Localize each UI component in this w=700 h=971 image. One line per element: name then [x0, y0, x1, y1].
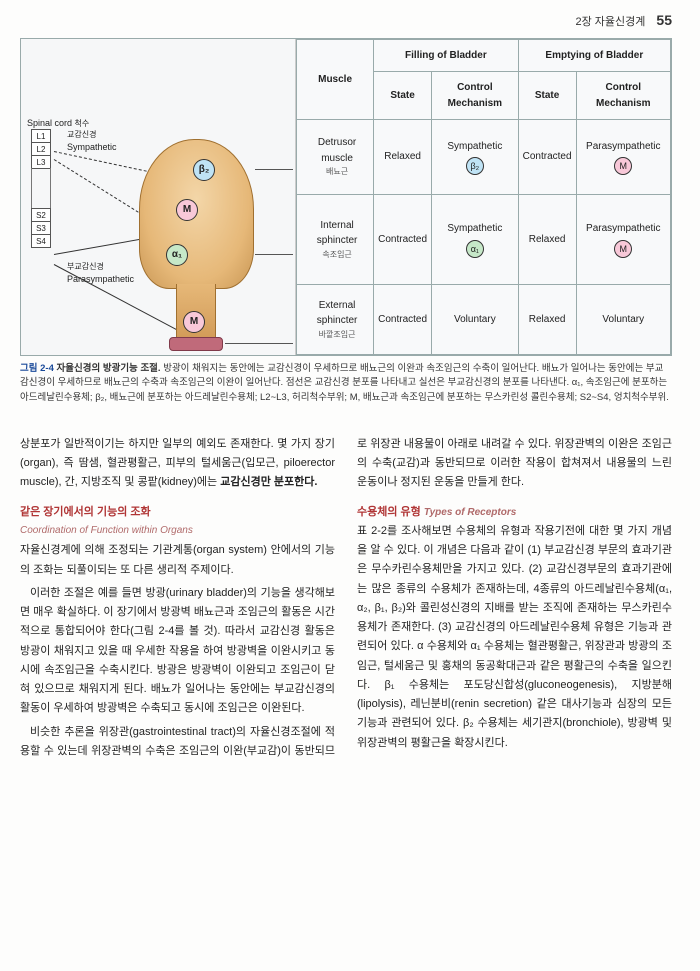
para-3: 이러한 조절은 예를 들면 방광(urinary bladder)의 기능을 생… [20, 584, 335, 719]
caption-title: 자율신경의 방광기능 조절. [57, 363, 161, 374]
segment-s3: S3 [31, 221, 51, 235]
segment-l3: L3 [31, 155, 51, 169]
empty-state: Relaxed [518, 195, 576, 285]
empty-ctrl: ParasympatheticM [576, 195, 670, 285]
filling-header: Filling of Bladder [374, 39, 519, 72]
fill-ctrl: Sympatheticβ₂ [432, 120, 519, 195]
bladder-table: Muscle Filling of Bladder Emptying of Bl… [296, 39, 671, 356]
table-row: External sphincter바깥조임근ContractedVolunta… [297, 285, 671, 355]
empty-ctrl: Voluntary [576, 285, 670, 355]
figure-number: 그림 2-4 [20, 363, 54, 374]
segment-l1: L1 [31, 129, 51, 143]
page-number: 55 [656, 12, 672, 28]
muscle-name: Detrusor muscle배뇨근 [297, 120, 374, 195]
page-header: 2장 자율신경계 55 [20, 10, 672, 32]
chapter-label: 2장 자율신경계 [575, 16, 645, 28]
sympathetic-label: 교감신경 Sympathetic [67, 129, 117, 155]
body-text: 상분포가 일반적이기는 하지만 일부의 예외도 존재한다. 몇 가지 장기(or… [20, 435, 672, 761]
segment-s2: S2 [31, 208, 51, 222]
fill-ctrl: Sympatheticα₁ [432, 195, 519, 285]
section-title-coordination-en: Coordination of Function within Organs [20, 522, 335, 540]
empty-state: Relaxed [518, 285, 576, 355]
external-sphincter-shape [169, 337, 223, 351]
fill-state: Contracted [374, 285, 432, 355]
state-header-empty: State [518, 72, 576, 120]
spinal-segments: L1 L2 L3 S2 S3 S4 [31, 129, 59, 247]
table-row: Internal sphincter속조임근ContractedSympathe… [297, 195, 671, 285]
fill-state: Contracted [374, 195, 432, 285]
empty-ctrl: ParasympatheticM [576, 120, 670, 195]
receptor-m-detrusor: M [176, 199, 198, 221]
receptor-m-sphincter: M [183, 311, 205, 333]
parasympathetic-label: 부교감신경 Parasympathetic [67, 261, 134, 287]
muscle-name: Internal sphincter속조임근 [297, 195, 374, 285]
para-1: 상분포가 일반적이기는 하지만 일부의 예외도 존재한다. 몇 가지 장기(or… [20, 435, 335, 493]
para-5: 표 2-2를 조사해보면 수용체의 유형과 작용기전에 대한 몇 가지 개념을 … [357, 522, 672, 753]
figure-caption: 그림 2-4 자율신경의 방광기능 조절. 방광이 채워지는 동안에는 교감신경… [20, 362, 672, 405]
receptor-b2: β₂ [193, 159, 215, 181]
state-header-fill: State [374, 72, 432, 120]
figure-2-4: Spinal cord 척수 L1 L2 L3 S2 S3 S4 교감신경 Sy… [20, 38, 672, 357]
table-row: Detrusor muscle배뇨근RelaxedSympatheticβ₂Co… [297, 120, 671, 195]
empty-state: Contracted [518, 120, 576, 195]
fill-state: Relaxed [374, 120, 432, 195]
segment-s4: S4 [31, 234, 51, 248]
bladder-table-pane: Muscle Filling of Bladder Emptying of Bl… [296, 39, 671, 356]
muscle-header: Muscle [297, 39, 374, 120]
section-title-receptors-ko: 수용체의 유형 Types of Receptors [357, 503, 672, 522]
section-title-coordination-ko: 같은 장기에서의 기능의 조화 [20, 503, 335, 522]
emptying-header: Emptying of Bladder [518, 39, 670, 72]
ctrl-header-empty: Control Mechanism [576, 72, 670, 120]
receptor-a1: α₁ [166, 244, 188, 266]
muscle-name: External sphincter바깥조임근 [297, 285, 374, 355]
para-2: 자율신경계에 의해 조정되는 기관계통(organ system) 안에서의 기… [20, 541, 335, 580]
fill-ctrl: Voluntary [432, 285, 519, 355]
bladder-diagram: Spinal cord 척수 L1 L2 L3 S2 S3 S4 교감신경 Sy… [21, 39, 296, 356]
segment-l2: L2 [31, 142, 51, 156]
ctrl-header-fill: Control Mechanism [432, 72, 519, 120]
